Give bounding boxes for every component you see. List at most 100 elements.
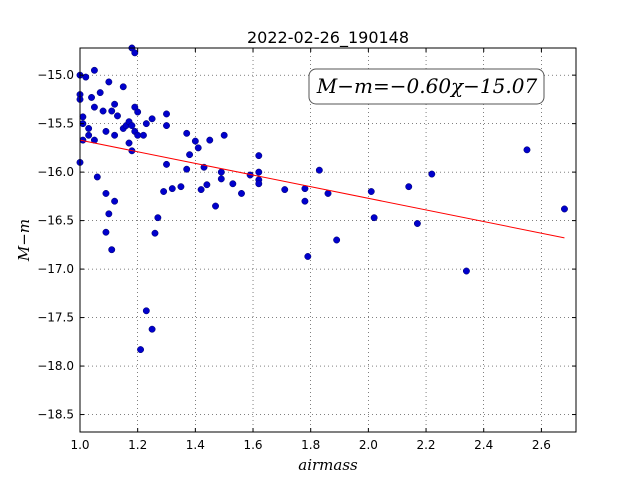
data-point — [82, 73, 90, 81]
data-point — [206, 136, 214, 144]
x-tick-label: 1.6 — [243, 438, 262, 452]
data-point — [177, 183, 185, 191]
data-point — [85, 125, 93, 132]
plot-frame — [79, 47, 577, 433]
data-point — [105, 78, 113, 86]
data-point — [119, 83, 127, 91]
y-axis-ticks: −15.0 −15.5 −16.0 −16.5 −17.0 −17.5 −18.0 −18.5 — [37, 68, 576, 422]
data-point — [142, 307, 150, 315]
data-point — [139, 131, 147, 139]
x-tick-label: 2.4 — [474, 438, 493, 452]
data-point — [148, 115, 156, 123]
data-point — [163, 160, 170, 168]
data-point — [523, 146, 531, 154]
data-point — [102, 190, 110, 197]
x-tick-label: 1.0 — [70, 438, 89, 452]
data-points — [76, 44, 568, 354]
data-point — [238, 190, 245, 197]
y-tick-label: −16.0 — [37, 165, 74, 179]
fit-line — [79, 139, 565, 239]
x-axis-label: airmass — [298, 456, 358, 474]
data-point — [163, 122, 170, 130]
data-point — [142, 120, 150, 128]
data-point — [255, 168, 263, 176]
data-point — [125, 139, 133, 147]
data-point — [151, 229, 159, 237]
data-point — [148, 325, 156, 333]
data-point — [168, 185, 176, 193]
data-point — [131, 49, 139, 57]
fit-equation: M−m=−0.60χ−15.07 — [316, 74, 538, 98]
data-point — [99, 107, 107, 115]
data-point — [304, 253, 312, 260]
y-tick-label: −15.0 — [37, 68, 74, 82]
data-point — [220, 131, 228, 139]
data-point — [561, 205, 568, 213]
data-point — [203, 181, 211, 189]
data-point — [194, 144, 202, 152]
data-point — [315, 166, 323, 174]
y-tick-label: −18.5 — [37, 408, 74, 422]
data-point — [96, 89, 104, 97]
data-point — [370, 214, 378, 222]
data-point — [160, 188, 168, 195]
data-point — [105, 210, 113, 218]
data-point — [462, 267, 470, 275]
data-point — [88, 94, 95, 101]
x-axis-ticks: 1.0 1.2 1.4 1.6 1.8 2.0 2.2 2.4 2.6 — [70, 48, 551, 452]
data-point — [217, 168, 225, 176]
data-point — [405, 183, 413, 191]
fit-line-group — [79, 139, 565, 239]
x-tick-label: 2.2 — [416, 438, 435, 452]
data-point — [333, 236, 341, 244]
data-point — [301, 197, 309, 205]
data-point — [255, 180, 263, 188]
data-point — [85, 131, 93, 139]
data-point — [134, 131, 142, 139]
data-point — [108, 107, 116, 115]
data-point — [212, 202, 219, 210]
data-point — [154, 214, 162, 222]
data-point — [413, 220, 421, 227]
data-point — [114, 112, 121, 120]
y-tick-label: −15.5 — [37, 117, 74, 131]
data-point — [229, 180, 237, 188]
x-tick-label: 1.4 — [186, 438, 205, 452]
data-point — [324, 190, 332, 197]
data-point — [197, 186, 205, 194]
data-point — [90, 103, 98, 111]
data-point — [102, 127, 110, 135]
data-point — [90, 66, 98, 74]
data-point — [111, 100, 119, 108]
data-point — [111, 197, 119, 205]
data-point — [428, 170, 436, 178]
equation-box: M−m=−0.60χ−15.07 — [308, 68, 545, 105]
y-tick-label: −16.5 — [37, 214, 74, 228]
chart-title: 2022-02-26_190148 — [247, 28, 409, 48]
data-point — [281, 186, 289, 194]
x-tick-label: 1.8 — [301, 438, 320, 452]
data-point — [217, 175, 225, 183]
y-tick-label: −17.5 — [37, 311, 74, 325]
data-point — [134, 108, 142, 116]
data-point — [137, 346, 145, 354]
data-point — [183, 165, 191, 173]
x-tick-label: 1.2 — [128, 438, 147, 452]
y-tick-label: −18.0 — [37, 359, 74, 373]
data-point — [108, 246, 116, 254]
y-tick-label: −17.0 — [37, 262, 74, 276]
x-tick-label: 2.0 — [359, 438, 378, 452]
y-axis-label: M−m — [15, 219, 33, 262]
data-point — [183, 129, 191, 137]
data-point — [111, 131, 119, 139]
equation-box-frame — [308, 68, 545, 105]
data-point — [186, 151, 194, 159]
data-point — [255, 152, 263, 160]
data-point — [102, 228, 110, 236]
data-point — [191, 137, 199, 145]
data-point — [128, 122, 136, 130]
data-point — [367, 188, 375, 195]
data-point — [93, 173, 101, 181]
data-point — [163, 110, 170, 118]
